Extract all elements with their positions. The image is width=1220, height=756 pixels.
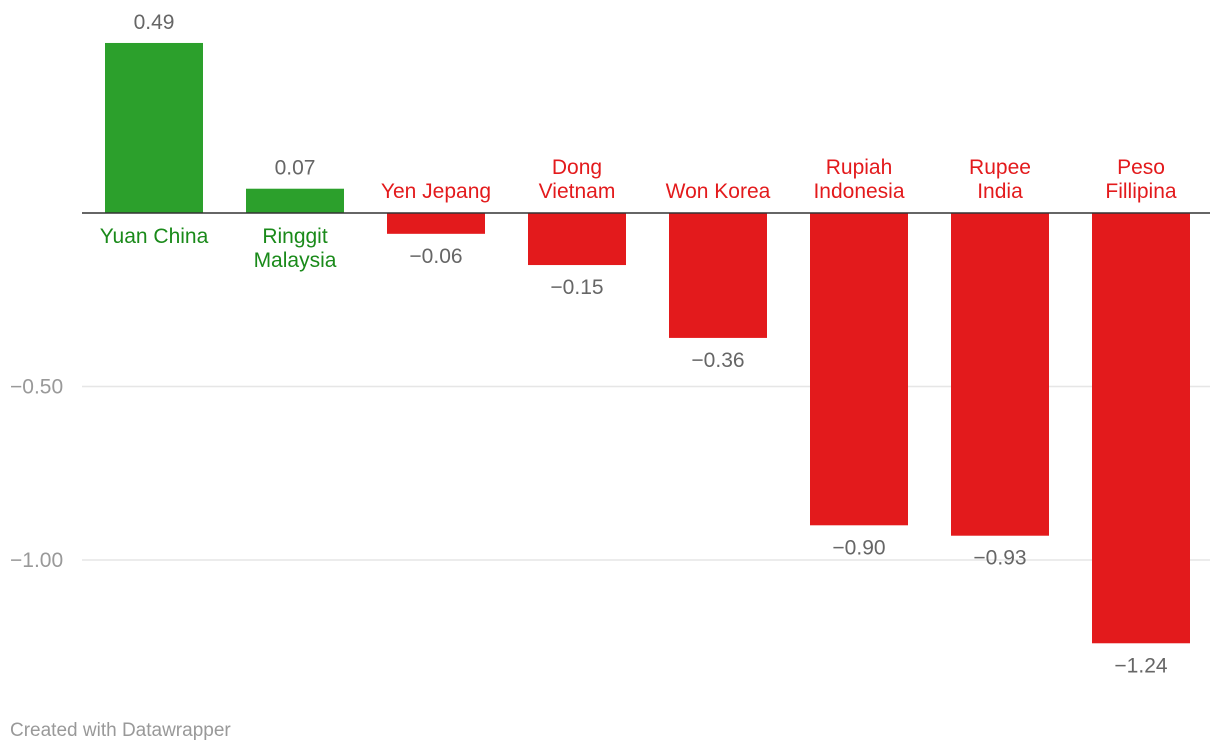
bar (387, 213, 485, 234)
bar (810, 213, 908, 526)
value-label: −1.24 (1114, 654, 1167, 677)
category-label: Dong (552, 156, 602, 179)
footer-credit: Created with Datawrapper (10, 720, 231, 741)
category-label: Yen Jepang (381, 180, 491, 203)
category-label: Rupiah (826, 156, 893, 179)
value-label: −0.93 (973, 547, 1026, 570)
category-label: India (977, 180, 1023, 203)
bar (246, 188, 344, 213)
bar (669, 213, 767, 338)
category-label: Malaysia (254, 249, 337, 272)
value-label: −0.15 (550, 276, 603, 299)
value-label: −0.90 (832, 536, 885, 559)
bar (528, 213, 626, 266)
value-label: −0.36 (691, 349, 744, 372)
category-label: Vietnam (539, 180, 616, 203)
y-tick-label: −1.00 (10, 549, 63, 572)
category-label: Indonesia (813, 180, 904, 203)
bar (951, 213, 1049, 536)
category-label: Fillipina (1105, 180, 1177, 203)
bar (1092, 213, 1190, 644)
category-label: Yuan China (100, 225, 209, 248)
bar (105, 42, 203, 213)
value-label: 0.07 (275, 157, 316, 180)
category-label: Won Korea (666, 180, 771, 203)
category-label: Peso (1117, 156, 1165, 179)
value-label: −0.06 (409, 245, 462, 268)
category-label: Ringgit (262, 225, 328, 248)
y-tick-label: −0.50 (10, 376, 63, 399)
value-label: 0.49 (134, 11, 175, 34)
category-label: Rupee (969, 156, 1031, 179)
